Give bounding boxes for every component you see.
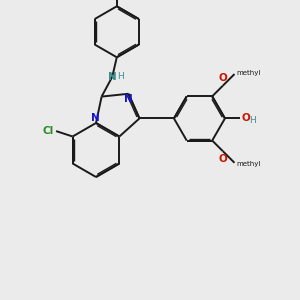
Text: N: N <box>108 72 117 82</box>
Text: N: N <box>91 112 100 123</box>
Text: O: O <box>218 154 227 164</box>
Text: O: O <box>241 113 250 123</box>
Text: O: O <box>218 73 227 83</box>
Text: Cl: Cl <box>43 125 54 136</box>
Text: N: N <box>124 94 133 104</box>
Text: H: H <box>249 116 256 125</box>
Text: H: H <box>117 72 124 81</box>
Text: methyl: methyl <box>237 161 261 167</box>
Text: methyl: methyl <box>237 70 261 76</box>
